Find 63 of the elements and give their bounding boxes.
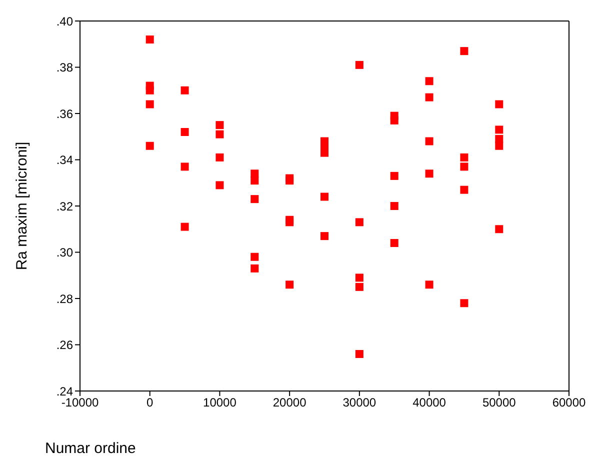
point [146,100,154,108]
point [180,222,189,231]
x-axis-title: Numar ordine [45,440,136,457]
point [180,128,189,136]
point [355,350,364,358]
point [460,47,468,56]
point [355,274,364,282]
point [355,282,364,291]
point [355,218,364,226]
point [460,153,468,162]
y-tick-label: .28 [56,292,74,306]
point [460,162,468,171]
y-tick-label: .40 [56,14,74,28]
point [320,192,328,201]
point [146,142,154,150]
y-tick-label: .32 [56,199,74,214]
point [286,280,294,289]
y-tick-label: .30 [56,246,74,260]
y-tick-label: .26 [56,338,74,352]
point [425,170,434,178]
point [495,100,504,108]
point [390,239,398,247]
point [250,252,259,261]
y-axis-title: Ra maxim [microni] [13,142,30,270]
point [216,121,224,130]
y-tick-label: .36 [56,106,74,121]
point [320,232,328,240]
point [286,176,294,185]
point [495,142,504,150]
point [180,86,189,94]
point [495,225,504,234]
x-tick-label: -10000 [61,396,100,410]
y-tick-label: .24 [56,384,74,398]
x-tick-label: 40000 [412,396,446,410]
x-tick-label: 20000 [272,396,307,410]
x-tick-label: 60000 [552,396,586,410]
point [146,86,154,94]
point [286,218,294,226]
point [250,264,259,272]
point [390,202,398,210]
point [425,77,434,86]
x-tick-label: 0 [146,396,154,410]
point [250,176,259,185]
y-tick-label: .38 [56,60,74,75]
point [425,280,434,289]
point [460,186,468,194]
point [425,93,434,102]
point [146,36,154,44]
point [250,195,259,204]
x-tick-label: 30000 [342,396,376,410]
point [216,181,224,190]
y-tick-label: .34 [56,153,74,168]
point [180,162,189,171]
point [355,60,364,69]
point [216,153,224,162]
point [495,126,504,134]
point [425,137,434,146]
point [390,116,398,124]
x-tick-label: 10000 [203,396,237,410]
x-tick-label: 50000 [482,396,516,410]
point [390,172,398,180]
point [216,130,224,138]
point [460,299,468,308]
